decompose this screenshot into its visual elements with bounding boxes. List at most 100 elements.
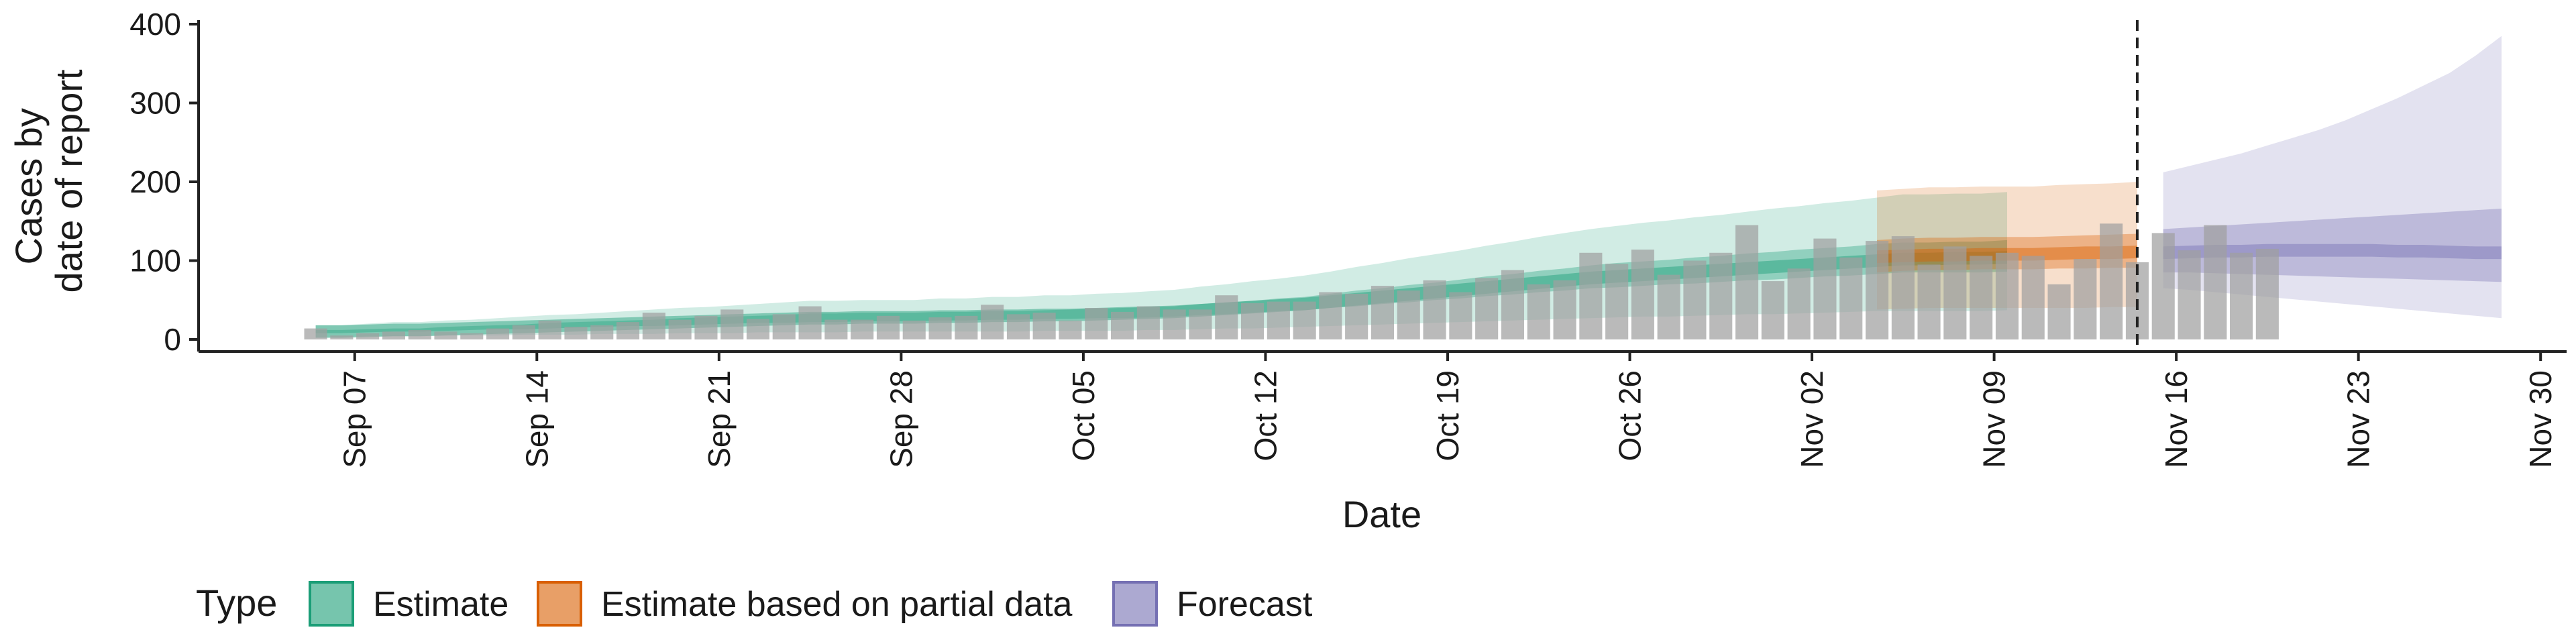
x-tick-label: Sep 28 bbox=[883, 370, 918, 468]
case-bar bbox=[590, 325, 614, 339]
legend-item: Estimate bbox=[309, 581, 508, 627]
case-bar bbox=[1006, 314, 1030, 339]
x-tick-label: Nov 02 bbox=[1794, 370, 1829, 468]
y-axis: 0 100 200 300 400 Cases by date of report bbox=[7, 7, 200, 357]
x-axis: Sep 07 Sep 14 Sep 21 Sep 28 Oct 05 Oct 12 Oct … bbox=[199, 350, 2567, 535]
case-bar bbox=[1631, 250, 1654, 339]
case-bar bbox=[1787, 268, 1811, 340]
x-axis-title: Date bbox=[1342, 493, 1421, 535]
case-bar bbox=[1943, 246, 1967, 339]
case-bar bbox=[876, 315, 900, 340]
x-tick-label: Nov 16 bbox=[2159, 370, 2194, 468]
x-ticks: Sep 07 Sep 14 Sep 21 Sep 28 Oct 05 Oct 12 Oct … bbox=[337, 352, 2558, 468]
legend-items: Estimate Estimate based on partial data Fo… bbox=[309, 581, 1313, 627]
case-bar bbox=[2255, 248, 2279, 339]
case-bar bbox=[1579, 252, 1603, 340]
case-bar bbox=[512, 325, 535, 339]
case-bar bbox=[1215, 295, 1238, 339]
y-tick-label: 0 bbox=[164, 322, 181, 357]
case-bar bbox=[668, 319, 692, 339]
y-tick-label: 300 bbox=[129, 86, 181, 121]
case-bar bbox=[1163, 309, 1186, 339]
y-axis-title-line-2: date of report bbox=[48, 69, 90, 293]
case-bar bbox=[2100, 223, 2123, 339]
case-bar bbox=[1866, 241, 1889, 339]
case-bar bbox=[1293, 301, 1316, 339]
legend-label: Forecast bbox=[1177, 585, 1313, 624]
case-bar bbox=[564, 327, 588, 339]
x-tick-label: Sep 14 bbox=[519, 370, 554, 468]
case-bar bbox=[538, 320, 561, 339]
case-bar bbox=[772, 314, 796, 339]
legend-swatch bbox=[537, 581, 582, 627]
case-bar bbox=[1345, 293, 1368, 339]
case-bar bbox=[304, 328, 327, 339]
case-bar bbox=[2074, 259, 2097, 339]
x-tick-label: Oct 19 bbox=[1430, 370, 1465, 462]
case-bar bbox=[434, 331, 458, 340]
case-bar bbox=[902, 320, 926, 339]
case-bar bbox=[1761, 281, 1784, 339]
case-bar bbox=[616, 322, 640, 339]
y-axis-title-line-1: Cases by bbox=[7, 108, 50, 264]
case-bar bbox=[746, 319, 769, 339]
case-bar bbox=[460, 333, 484, 339]
legend-swatch bbox=[1112, 581, 1158, 627]
case-bar bbox=[928, 317, 952, 339]
case-bar bbox=[720, 309, 744, 339]
x-tick-label: Sep 07 bbox=[337, 370, 372, 468]
case-bar bbox=[330, 335, 354, 339]
legend: Type Estimate Estimate based on partial d… bbox=[196, 581, 1313, 627]
case-bar bbox=[2047, 284, 2071, 340]
case-bar bbox=[1917, 264, 1941, 339]
x-tick-label: Nov 30 bbox=[2523, 370, 2558, 468]
case-bar bbox=[1501, 270, 1524, 339]
case-bar bbox=[408, 329, 431, 339]
legend-swatch bbox=[309, 581, 354, 627]
case-bar bbox=[1527, 284, 1550, 340]
case-bar bbox=[1371, 286, 1394, 339]
legend-label: Estimate based on partial data bbox=[601, 585, 1073, 624]
case-bar bbox=[1891, 236, 1915, 339]
case-bar bbox=[798, 306, 822, 339]
case-bar bbox=[2151, 233, 2175, 339]
y-ticks: 0 100 200 300 400 bbox=[129, 7, 199, 357]
case-bar bbox=[824, 319, 848, 339]
x-tick-label: Oct 05 bbox=[1066, 370, 1101, 462]
legend-label: Estimate bbox=[373, 585, 508, 624]
case-bar bbox=[1995, 252, 2019, 340]
case-bar bbox=[851, 319, 874, 339]
y-axis-title: Cases by date of report bbox=[7, 69, 90, 293]
x-tick-label: Nov 09 bbox=[1977, 370, 2012, 468]
case-bar bbox=[981, 305, 1004, 339]
y-tick-label: 100 bbox=[129, 244, 181, 278]
case-bar bbox=[356, 333, 380, 339]
case-bar bbox=[2021, 256, 2045, 339]
case-bar bbox=[1111, 311, 1134, 339]
case-bar bbox=[1683, 260, 1707, 339]
case-bar bbox=[2204, 225, 2227, 339]
legend-item: Forecast bbox=[1112, 581, 1313, 627]
legend-title: Type bbox=[196, 582, 277, 624]
x-tick-label: Oct 12 bbox=[1248, 370, 1283, 462]
reported-cases-bars bbox=[304, 223, 2279, 340]
case-bar bbox=[1657, 274, 1680, 339]
x-tick-label: Sep 21 bbox=[702, 370, 737, 468]
case-bar bbox=[1136, 306, 1160, 339]
case-bar bbox=[955, 315, 978, 340]
case-bar bbox=[642, 313, 665, 339]
case-bar bbox=[1267, 301, 1290, 339]
case-bar bbox=[1605, 264, 1629, 339]
y-tick-label: 400 bbox=[129, 7, 181, 42]
case-bar bbox=[1059, 320, 1082, 339]
case-bar bbox=[1839, 257, 1863, 339]
case-bar bbox=[1241, 303, 1265, 339]
case-bar bbox=[1032, 313, 1056, 339]
case-bar bbox=[1813, 238, 1837, 339]
case-bar bbox=[1709, 252, 1733, 340]
case-bar bbox=[2230, 252, 2253, 340]
band-90 bbox=[1877, 182, 2137, 310]
case-bar bbox=[1475, 278, 1499, 339]
case-bar bbox=[1423, 280, 1446, 339]
case-bar bbox=[1449, 292, 1472, 339]
